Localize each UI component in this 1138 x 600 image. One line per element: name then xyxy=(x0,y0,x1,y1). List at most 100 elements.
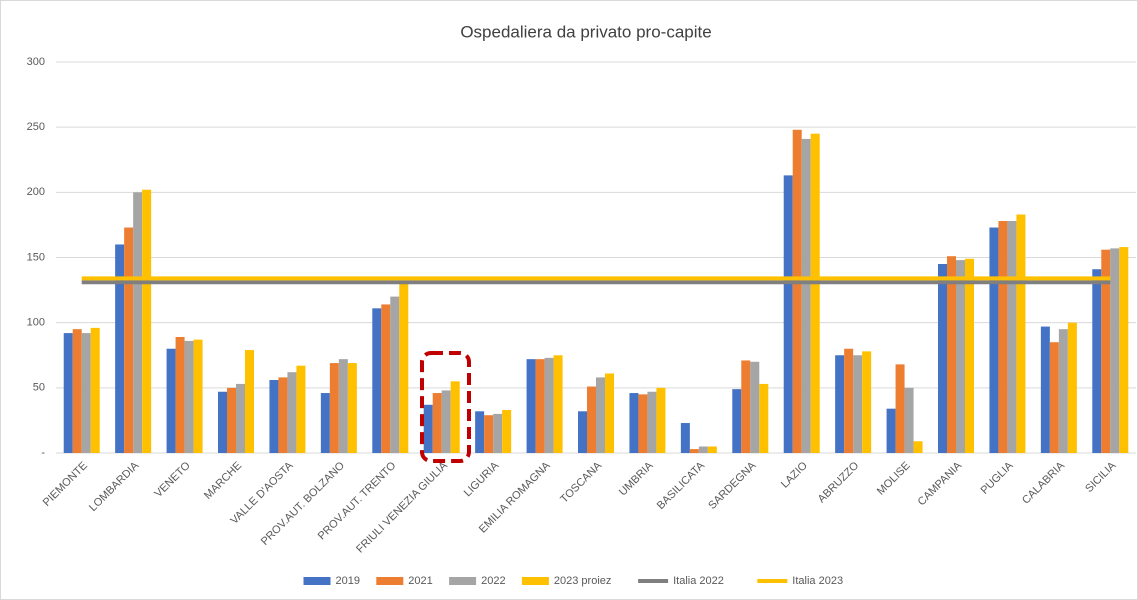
bar xyxy=(399,283,409,453)
bar xyxy=(587,386,596,453)
y-tick-label: 300 xyxy=(27,56,45,68)
bar xyxy=(133,192,143,454)
bar xyxy=(707,446,717,453)
bar xyxy=(269,380,279,453)
bar xyxy=(1016,214,1026,453)
bar xyxy=(90,327,100,453)
bar xyxy=(475,411,485,453)
bar xyxy=(965,258,974,453)
bar xyxy=(998,221,1008,453)
bar xyxy=(142,189,152,453)
y-tick-label: - xyxy=(41,447,45,459)
legend-label: 2023 proiez xyxy=(554,575,612,587)
y-tick-label: 250 xyxy=(27,121,45,133)
bar xyxy=(783,175,793,453)
bar xyxy=(423,404,433,453)
bar xyxy=(680,423,690,453)
bar xyxy=(115,244,125,453)
bar xyxy=(381,304,391,453)
y-tick-label: 50 xyxy=(33,382,45,394)
legend-label: Italia 2023 xyxy=(792,575,843,587)
bar xyxy=(544,357,554,453)
bar xyxy=(947,256,956,453)
bar xyxy=(338,359,348,453)
bar xyxy=(801,138,811,453)
bar xyxy=(218,391,227,453)
bar xyxy=(938,264,947,453)
bar xyxy=(647,391,657,453)
legend-label: 2022 xyxy=(481,575,505,587)
bar xyxy=(759,383,769,453)
bar xyxy=(502,409,512,453)
legend-label: Italia 2022 xyxy=(673,575,724,587)
bar xyxy=(329,363,339,453)
bar xyxy=(184,340,194,453)
chart-title: Ospedaliera da privato pro-capite xyxy=(460,22,711,41)
bar xyxy=(347,363,357,453)
bar xyxy=(578,411,587,453)
bar xyxy=(493,413,503,453)
legend-swatch xyxy=(303,577,331,585)
bar xyxy=(844,348,854,453)
y-tick-label: 200 xyxy=(27,186,45,198)
legend-swatch xyxy=(449,577,477,585)
bar xyxy=(432,393,442,453)
bar xyxy=(372,308,382,453)
bar xyxy=(886,408,896,453)
bar xyxy=(656,387,666,453)
bar xyxy=(81,333,91,453)
bar xyxy=(296,365,306,453)
legend-swatch xyxy=(376,577,404,585)
bar xyxy=(278,377,288,453)
bar xyxy=(1092,269,1102,453)
legend-label: 2019 xyxy=(336,575,360,587)
bar xyxy=(227,387,236,453)
bar xyxy=(390,296,400,453)
bar xyxy=(245,350,254,453)
bar xyxy=(689,449,699,453)
y-tick-label: 150 xyxy=(27,251,45,263)
bar xyxy=(175,337,185,453)
bar xyxy=(166,348,176,453)
bar xyxy=(193,339,203,453)
bar xyxy=(287,372,297,453)
bar xyxy=(750,361,760,453)
highlight-box xyxy=(420,351,471,463)
bar xyxy=(605,373,614,453)
bar xyxy=(535,359,545,453)
bar xyxy=(732,389,742,453)
bar xyxy=(792,129,802,454)
bar xyxy=(698,446,708,453)
bar xyxy=(441,390,451,453)
bar xyxy=(1040,326,1050,453)
bar xyxy=(72,329,82,453)
bar xyxy=(320,393,330,453)
bar xyxy=(904,387,914,453)
bar xyxy=(862,351,872,453)
bar xyxy=(1110,248,1120,453)
bar xyxy=(1049,342,1059,453)
bar xyxy=(1058,329,1068,453)
bar xyxy=(989,227,999,453)
bar xyxy=(638,394,648,453)
bar xyxy=(526,359,536,453)
bar xyxy=(1119,247,1129,453)
bar xyxy=(484,415,494,453)
bar xyxy=(63,333,73,453)
bar xyxy=(1007,221,1017,453)
bar xyxy=(956,260,965,453)
bar xyxy=(236,383,245,453)
bar xyxy=(450,381,460,453)
bar xyxy=(1067,322,1077,453)
bar xyxy=(913,441,923,453)
bar xyxy=(553,355,563,453)
bar xyxy=(741,360,751,453)
bar xyxy=(1101,249,1111,453)
legend-label: 2021 xyxy=(408,575,432,587)
bar xyxy=(853,355,863,453)
bar xyxy=(835,355,845,453)
bar xyxy=(895,364,905,453)
bar xyxy=(629,393,639,453)
bar xyxy=(124,227,134,453)
